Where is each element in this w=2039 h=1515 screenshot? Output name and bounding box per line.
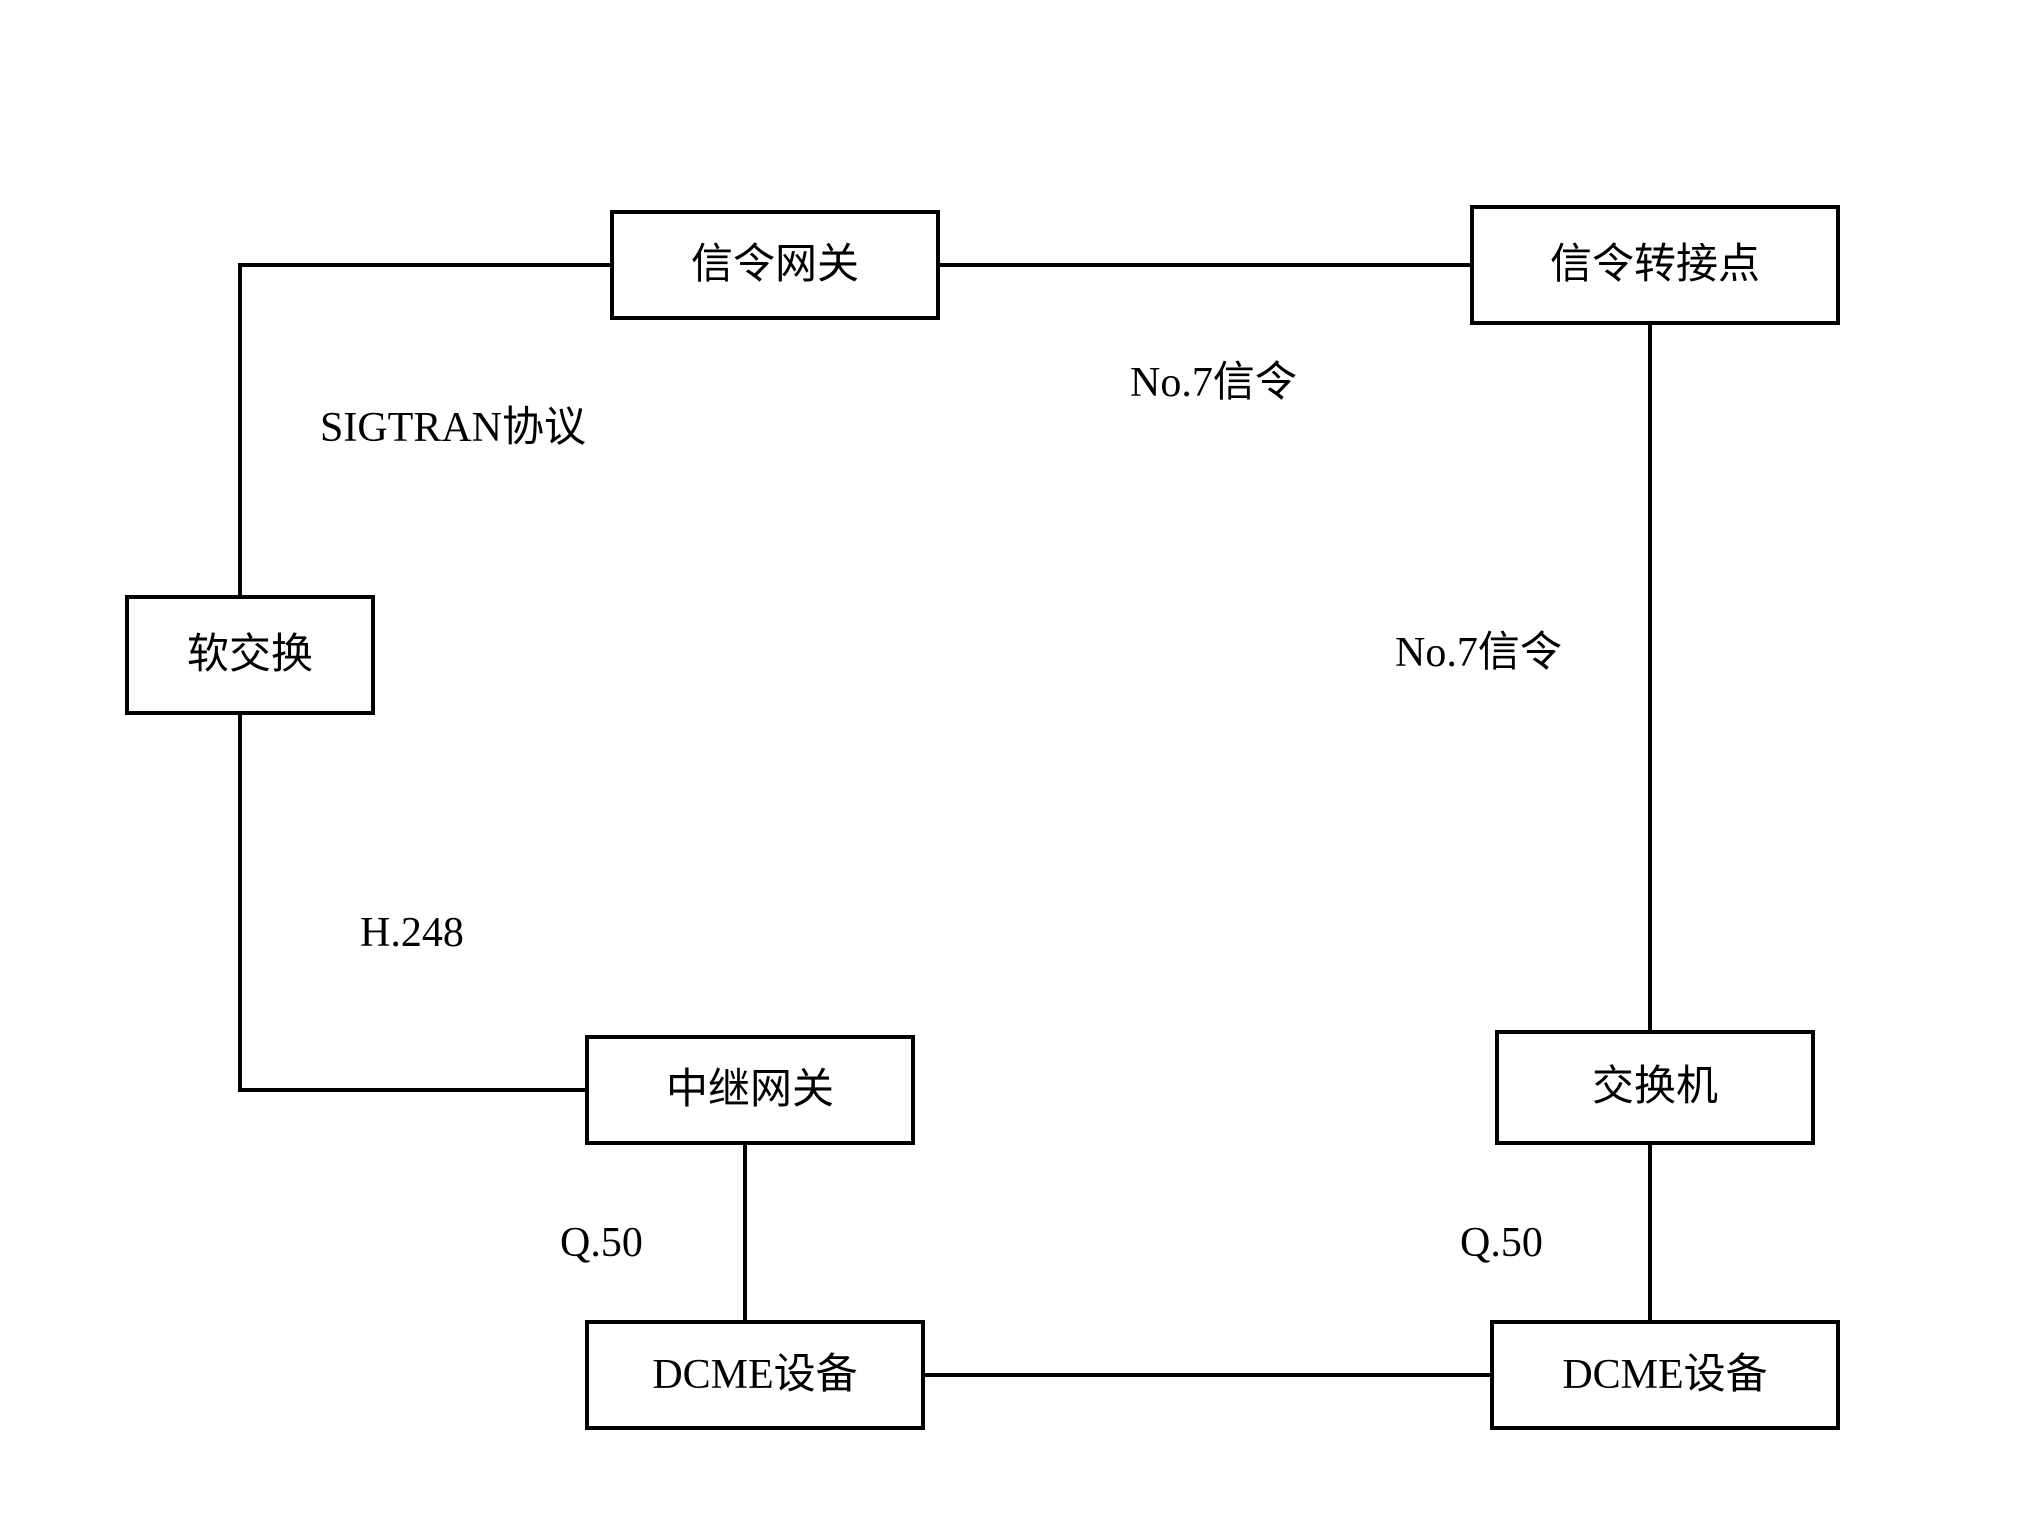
node-label: 信令转接点 [1550,242,1760,288]
edge-label-q50-left: Q.50 [560,1220,643,1266]
label-text: H.248 [360,910,464,956]
node-label: 交换机 [1592,1064,1718,1110]
edge-label-no7-right: No.7信令 [1395,630,1562,676]
edge-label-h248: H.248 [360,910,464,956]
node-label: 中继网关 [666,1067,834,1113]
node-signaling-transfer-point: 信令转接点 [1470,205,1840,325]
node-label: 信令网关 [691,242,859,288]
node-label: 软交换 [187,632,313,678]
node-dcme-right: DCME设备 [1490,1320,1840,1430]
node-trunk-gateway: 中继网关 [585,1035,915,1145]
edge-label-no7-top: No.7信令 [1130,360,1297,406]
node-label: DCME设备 [1562,1352,1767,1398]
diagram-canvas: 软交换 信令网关 信令转接点 中继网关 交换机 DCME设备 DCME设备 SI… [0,0,2039,1515]
node-label: DCME设备 [652,1352,857,1398]
node-softswitch: 软交换 [125,595,375,715]
label-text: No.7信令 [1130,360,1297,406]
edge-label-sigtran: SIGTRAN协议 [320,405,586,451]
label-text: SIGTRAN协议 [320,405,586,451]
edge-label-q50-right: Q.50 [1460,1220,1543,1266]
label-text: No.7信令 [1395,630,1562,676]
label-text: Q.50 [1460,1220,1543,1266]
node-signaling-gateway: 信令网关 [610,210,940,320]
node-switch: 交换机 [1495,1030,1815,1145]
label-text: Q.50 [560,1220,643,1266]
node-dcme-left: DCME设备 [585,1320,925,1430]
